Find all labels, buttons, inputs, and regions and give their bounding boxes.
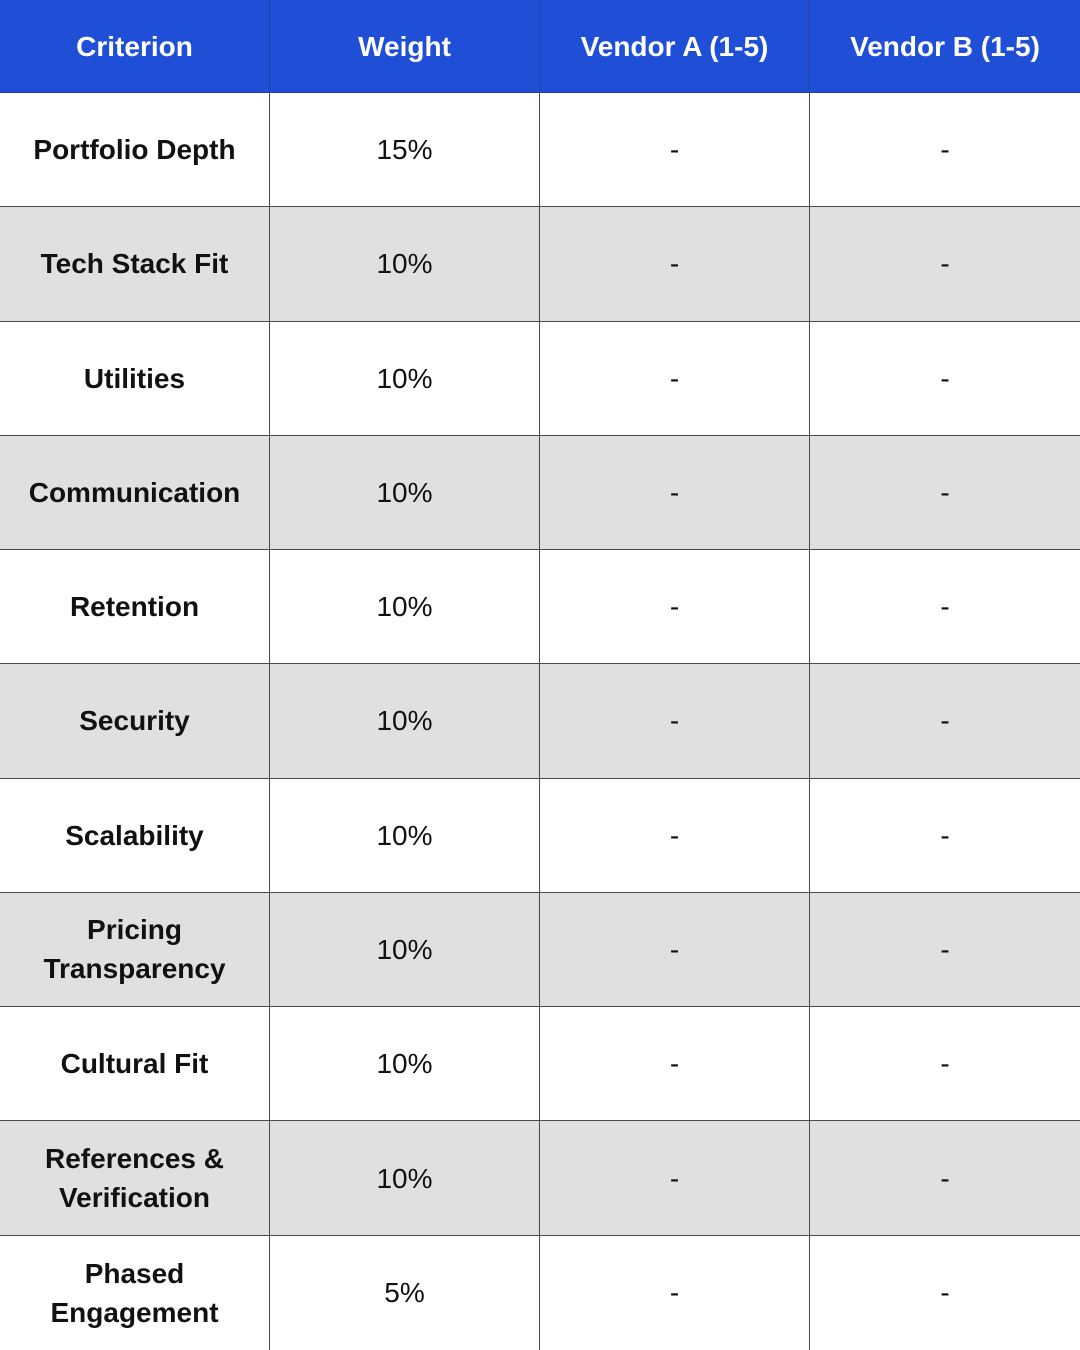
vendor-b-score-cell: - (810, 892, 1080, 1008)
vendor-b-score-cell: - (810, 1121, 1080, 1236)
vendor-b-score-cell: - (810, 1007, 1080, 1122)
criterion-cell: Tech Stack Fit (0, 207, 270, 322)
vendor-a-score-cell: - (540, 550, 810, 665)
criterion-cell: Communication (0, 435, 270, 551)
weight-cell: 10% (270, 778, 540, 893)
vendor-a-score-cell: - (540, 435, 810, 551)
criterion-cell: Retention (0, 550, 270, 665)
vendor-a-score-cell: - (540, 892, 810, 1008)
vendor-a-score-cell: - (540, 321, 810, 436)
vendor-b-score-cell: - (810, 207, 1080, 322)
vendor-a-score-cell: - (540, 1121, 810, 1236)
header-criterion: Criterion (0, 0, 270, 93)
criterion-cell: Utilities (0, 321, 270, 436)
vendor-a-score-cell: - (540, 664, 810, 779)
weight-cell: 5% (270, 1235, 540, 1350)
criterion-cell: Scalability (0, 778, 270, 893)
vendor-a-score-cell: - (540, 93, 810, 208)
vendor-a-score-cell: - (540, 1235, 810, 1350)
weight-cell: 10% (270, 664, 540, 779)
criterion-cell: Cultural Fit (0, 1007, 270, 1122)
vendor-b-score-cell: - (810, 435, 1080, 551)
weight-cell: 10% (270, 1007, 540, 1122)
weight-cell: 10% (270, 207, 540, 322)
header-vendor-a: Vendor A (1-5) (540, 0, 810, 93)
vendor-a-score-cell: - (540, 1007, 810, 1122)
vendor-a-score-cell: - (540, 207, 810, 322)
header-vendor-b: Vendor B (1-5) (810, 0, 1080, 93)
vendor-b-score-cell: - (810, 778, 1080, 893)
vendor-a-score-cell: - (540, 778, 810, 893)
criterion-cell: Phased Engagement (0, 1235, 270, 1350)
criterion-cell: References & Verification (0, 1121, 270, 1236)
criterion-cell: Security (0, 664, 270, 779)
weight-cell: 10% (270, 550, 540, 665)
weight-cell: 10% (270, 321, 540, 436)
vendor-b-score-cell: - (810, 550, 1080, 665)
vendor-b-score-cell: - (810, 321, 1080, 436)
vendor-b-score-cell: - (810, 664, 1080, 779)
vendor-b-score-cell: - (810, 1235, 1080, 1350)
weight-cell: 15% (270, 93, 540, 208)
criterion-cell: Portfolio Depth (0, 93, 270, 208)
header-weight: Weight (270, 0, 540, 93)
weight-cell: 10% (270, 1121, 540, 1236)
vendor-b-score-cell: - (810, 93, 1080, 208)
weight-cell: 10% (270, 892, 540, 1008)
criterion-cell: Pricing Transparency (0, 892, 270, 1008)
weight-cell: 10% (270, 435, 540, 551)
